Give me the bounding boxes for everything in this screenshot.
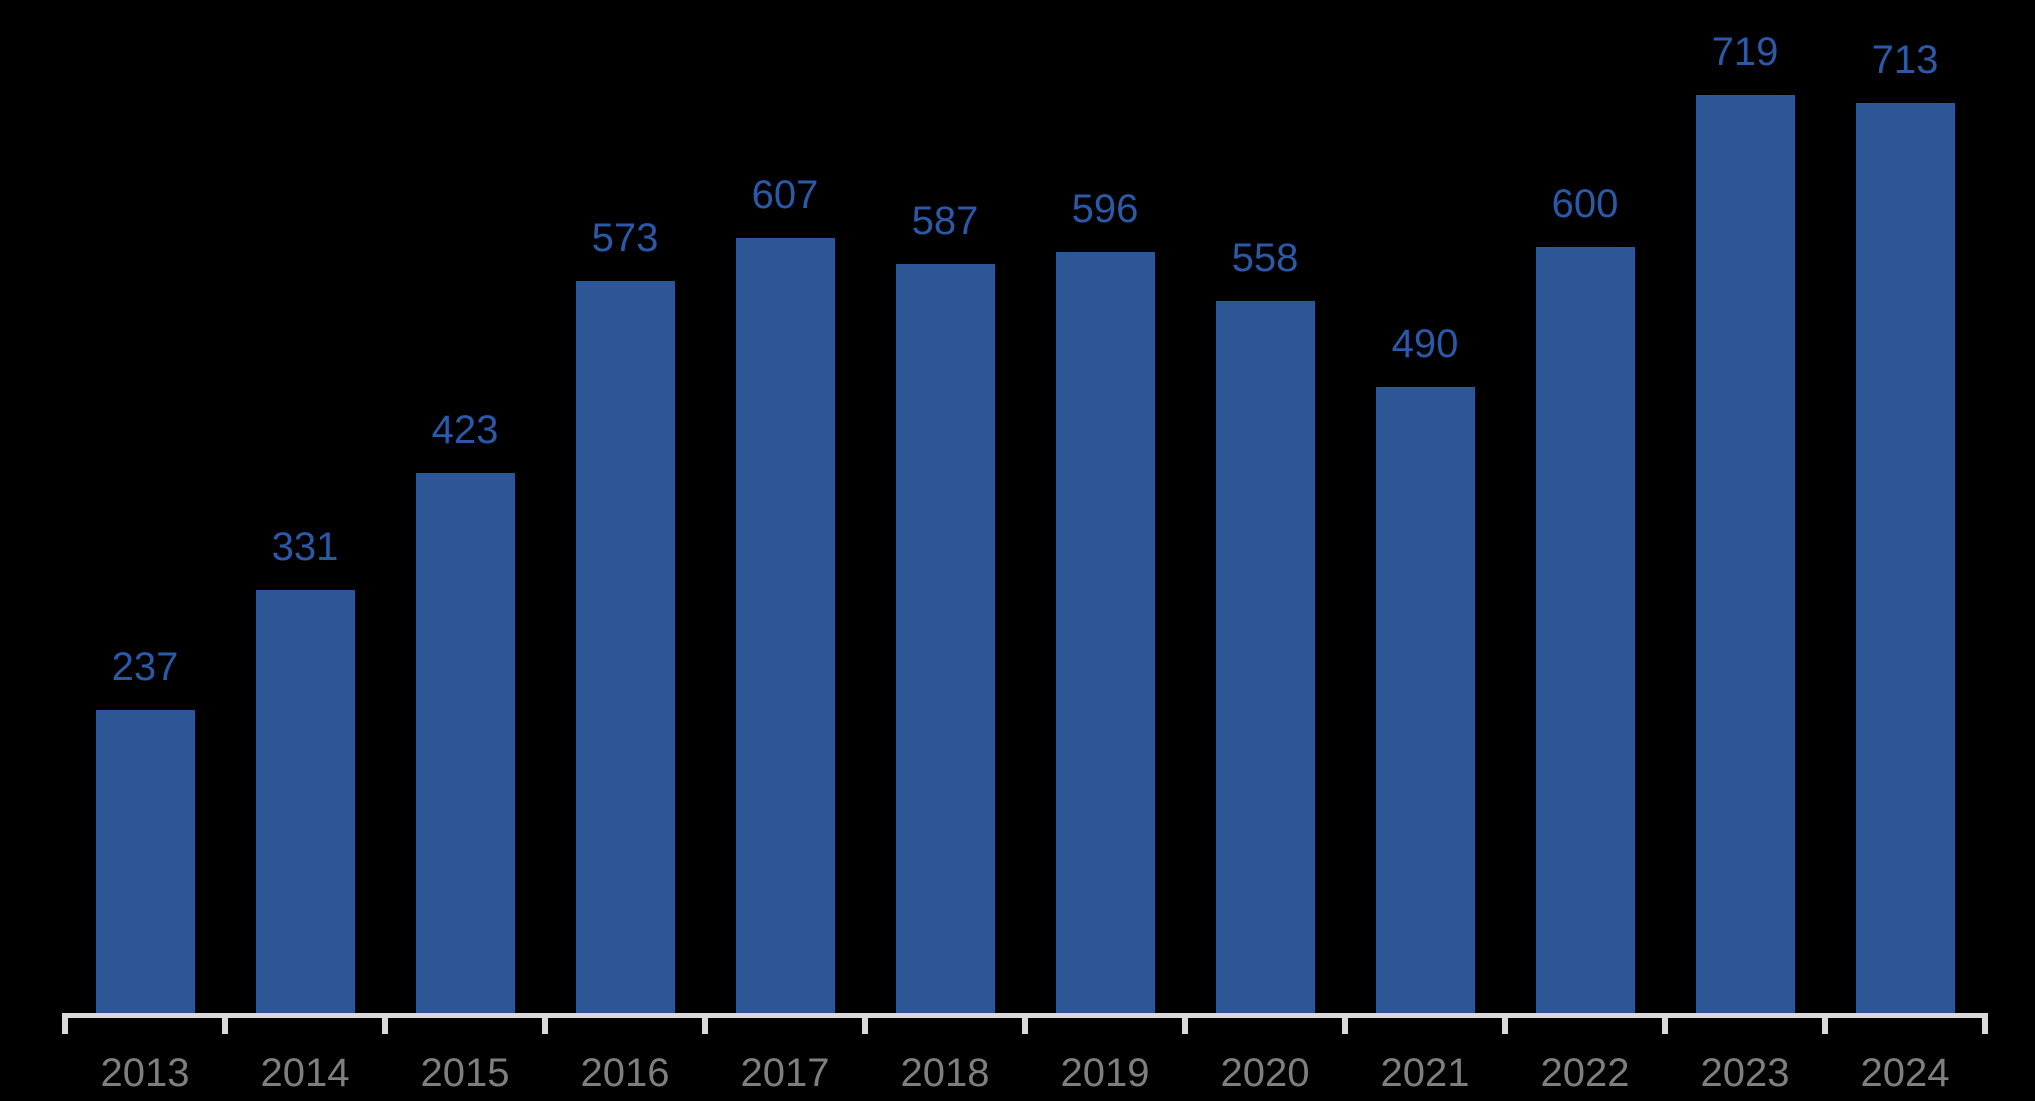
x-axis-tick xyxy=(542,1013,548,1034)
x-axis-tick xyxy=(702,1013,708,1034)
bar-2024 xyxy=(1855,103,1955,1013)
x-axis-tick xyxy=(222,1013,228,1034)
bar-2013 xyxy=(95,710,195,1013)
x-axis-tick xyxy=(1022,1013,1028,1034)
x-axis-tick xyxy=(62,1013,68,1034)
bar-2020 xyxy=(1215,301,1315,1013)
bar-2017 xyxy=(735,238,835,1013)
bar-2014 xyxy=(255,590,355,1013)
x-axis-label: 2013 xyxy=(100,1051,190,1095)
bar-2015 xyxy=(415,473,515,1013)
x-axis-label: 2019 xyxy=(1060,1051,1150,1095)
bar-value-label: 558 xyxy=(1231,236,1299,280)
bar-2021 xyxy=(1375,387,1475,1013)
bar-value-label: 713 xyxy=(1871,38,1939,82)
x-axis-tick xyxy=(1662,1013,1668,1034)
x-axis-label: 2015 xyxy=(420,1051,510,1095)
bar-value-label: 719 xyxy=(1711,30,1779,74)
bar-2018 xyxy=(895,264,995,1013)
bar-2023 xyxy=(1695,95,1795,1013)
x-axis-tick xyxy=(1822,1013,1828,1034)
x-axis-label: 2018 xyxy=(900,1051,990,1095)
bar-value-label: 331 xyxy=(271,525,339,569)
x-axis-tick xyxy=(1502,1013,1508,1034)
bar-value-label: 573 xyxy=(591,216,659,260)
x-axis-label: 2024 xyxy=(1860,1051,1950,1095)
x-axis-label: 2017 xyxy=(740,1051,830,1095)
bar-value-label: 423 xyxy=(431,408,499,452)
x-axis-label: 2021 xyxy=(1380,1051,1470,1095)
bar-value-label: 607 xyxy=(751,173,819,217)
x-axis-label: 2014 xyxy=(260,1051,350,1095)
bar-value-label: 600 xyxy=(1551,182,1619,226)
x-axis-tick xyxy=(1182,1013,1188,1034)
x-axis-label: 2022 xyxy=(1540,1051,1630,1095)
bar-2019 xyxy=(1055,252,1155,1013)
x-axis-tick xyxy=(1342,1013,1348,1034)
bar-value-label: 596 xyxy=(1071,187,1139,231)
bar-value-label: 237 xyxy=(111,645,179,689)
bar-2022 xyxy=(1535,247,1635,1013)
bar-value-label: 587 xyxy=(911,199,979,243)
bar-2016 xyxy=(575,281,675,1013)
x-axis-label: 2020 xyxy=(1220,1051,1310,1095)
x-axis-tick xyxy=(1982,1013,1988,1034)
x-axis-tick xyxy=(862,1013,868,1034)
x-axis-label: 2023 xyxy=(1700,1051,1790,1095)
bar-value-label: 490 xyxy=(1391,322,1459,366)
x-axis-label: 2016 xyxy=(580,1051,670,1095)
x-axis-tick xyxy=(382,1013,388,1034)
